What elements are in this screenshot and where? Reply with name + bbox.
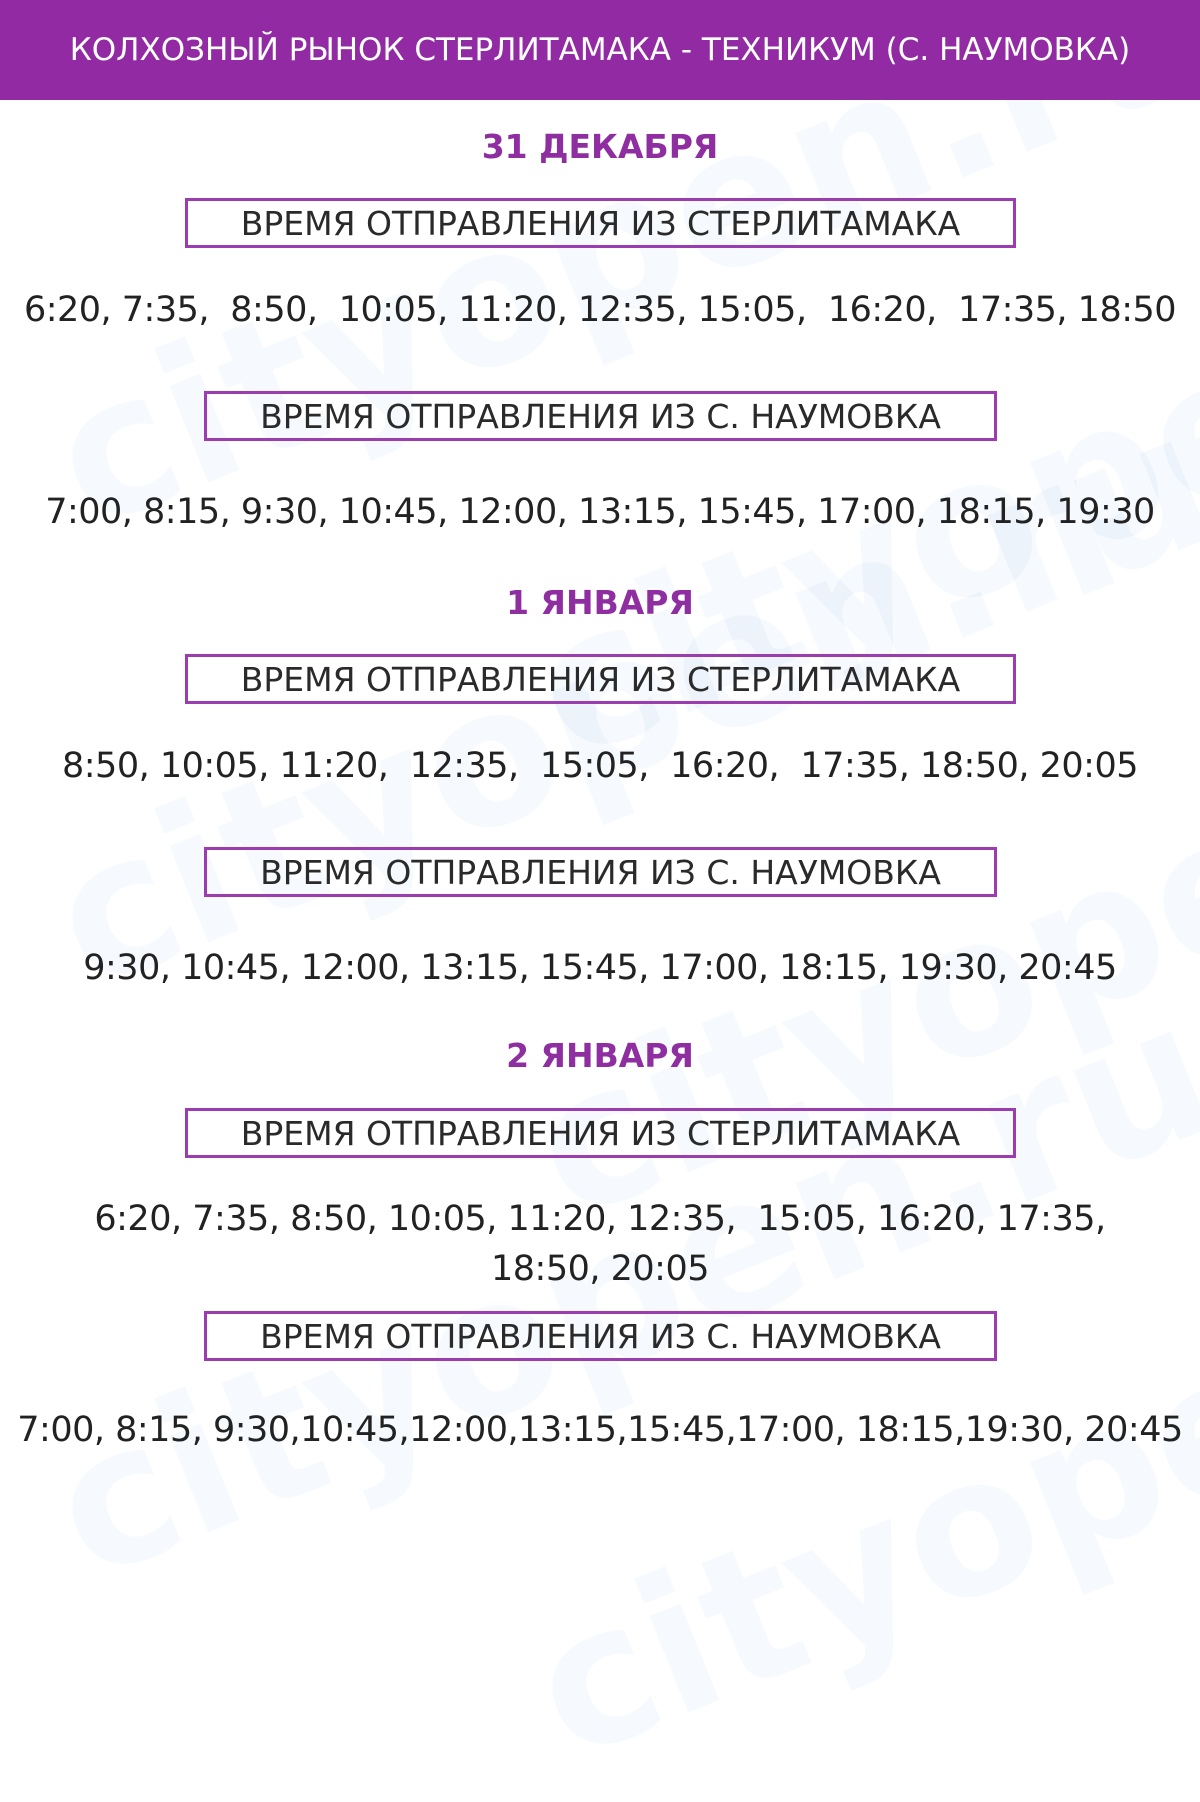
- section-label-from-naumovka: ВРЕМЯ ОТПРАВЛЕНИЯ ИЗ С. НАУМОВКА: [204, 1311, 997, 1361]
- departure-times: 6:20, 7:35, 8:50, 10:05, 11:20, 12:35, 1…: [23, 290, 1177, 330]
- section-label-from-sterlitamak: ВРЕМЯ ОТПРАВЛЕНИЯ ИЗ СТЕРЛИТАМАКА: [185, 198, 1016, 248]
- section-label-from-sterlitamak: ВРЕМЯ ОТПРАВЛЕНИЯ ИЗ СТЕРЛИТАМАКА: [185, 654, 1016, 704]
- departure-times: 6:20, 7:35, 8:50, 10:05, 11:20, 12:35, 1…: [94, 1199, 1106, 1289]
- section-label-from-naumovka: ВРЕМЯ ОТПРАВЛЕНИЯ ИЗ С. НАУМОВКА: [204, 391, 997, 441]
- date-heading: 31 ДЕКАБРЯ: [481, 127, 719, 166]
- date-heading: 2 ЯНВАРЯ: [506, 1036, 694, 1075]
- section-label-from-sterlitamak: ВРЕМЯ ОТПРАВЛЕНИЯ ИЗ СТЕРЛИТАМАКА: [185, 1108, 1016, 1158]
- departure-times: 9:30, 10:45, 12:00, 13:15, 15:45, 17:00,…: [83, 948, 1117, 988]
- departure-times: 8:50, 10:05, 11:20, 12:35, 15:05, 16:20,…: [61, 746, 1139, 786]
- date-heading: 1 ЯНВАРЯ: [506, 583, 694, 622]
- section-label-from-naumovka: ВРЕМЯ ОТПРАВЛЕНИЯ ИЗ С. НАУМОВКА: [204, 847, 997, 897]
- departure-times: 7:00, 8:15, 9:30,10:45,12:00,13:15,15:45…: [17, 1410, 1183, 1450]
- departure-times: 7:00, 8:15, 9:30, 10:45, 12:00, 13:15, 1…: [45, 492, 1155, 532]
- page-title: КОЛХОЗНЫЙ РЫНОК СТЕРЛИТАМАКА - ТЕХНИКУМ …: [0, 0, 1200, 100]
